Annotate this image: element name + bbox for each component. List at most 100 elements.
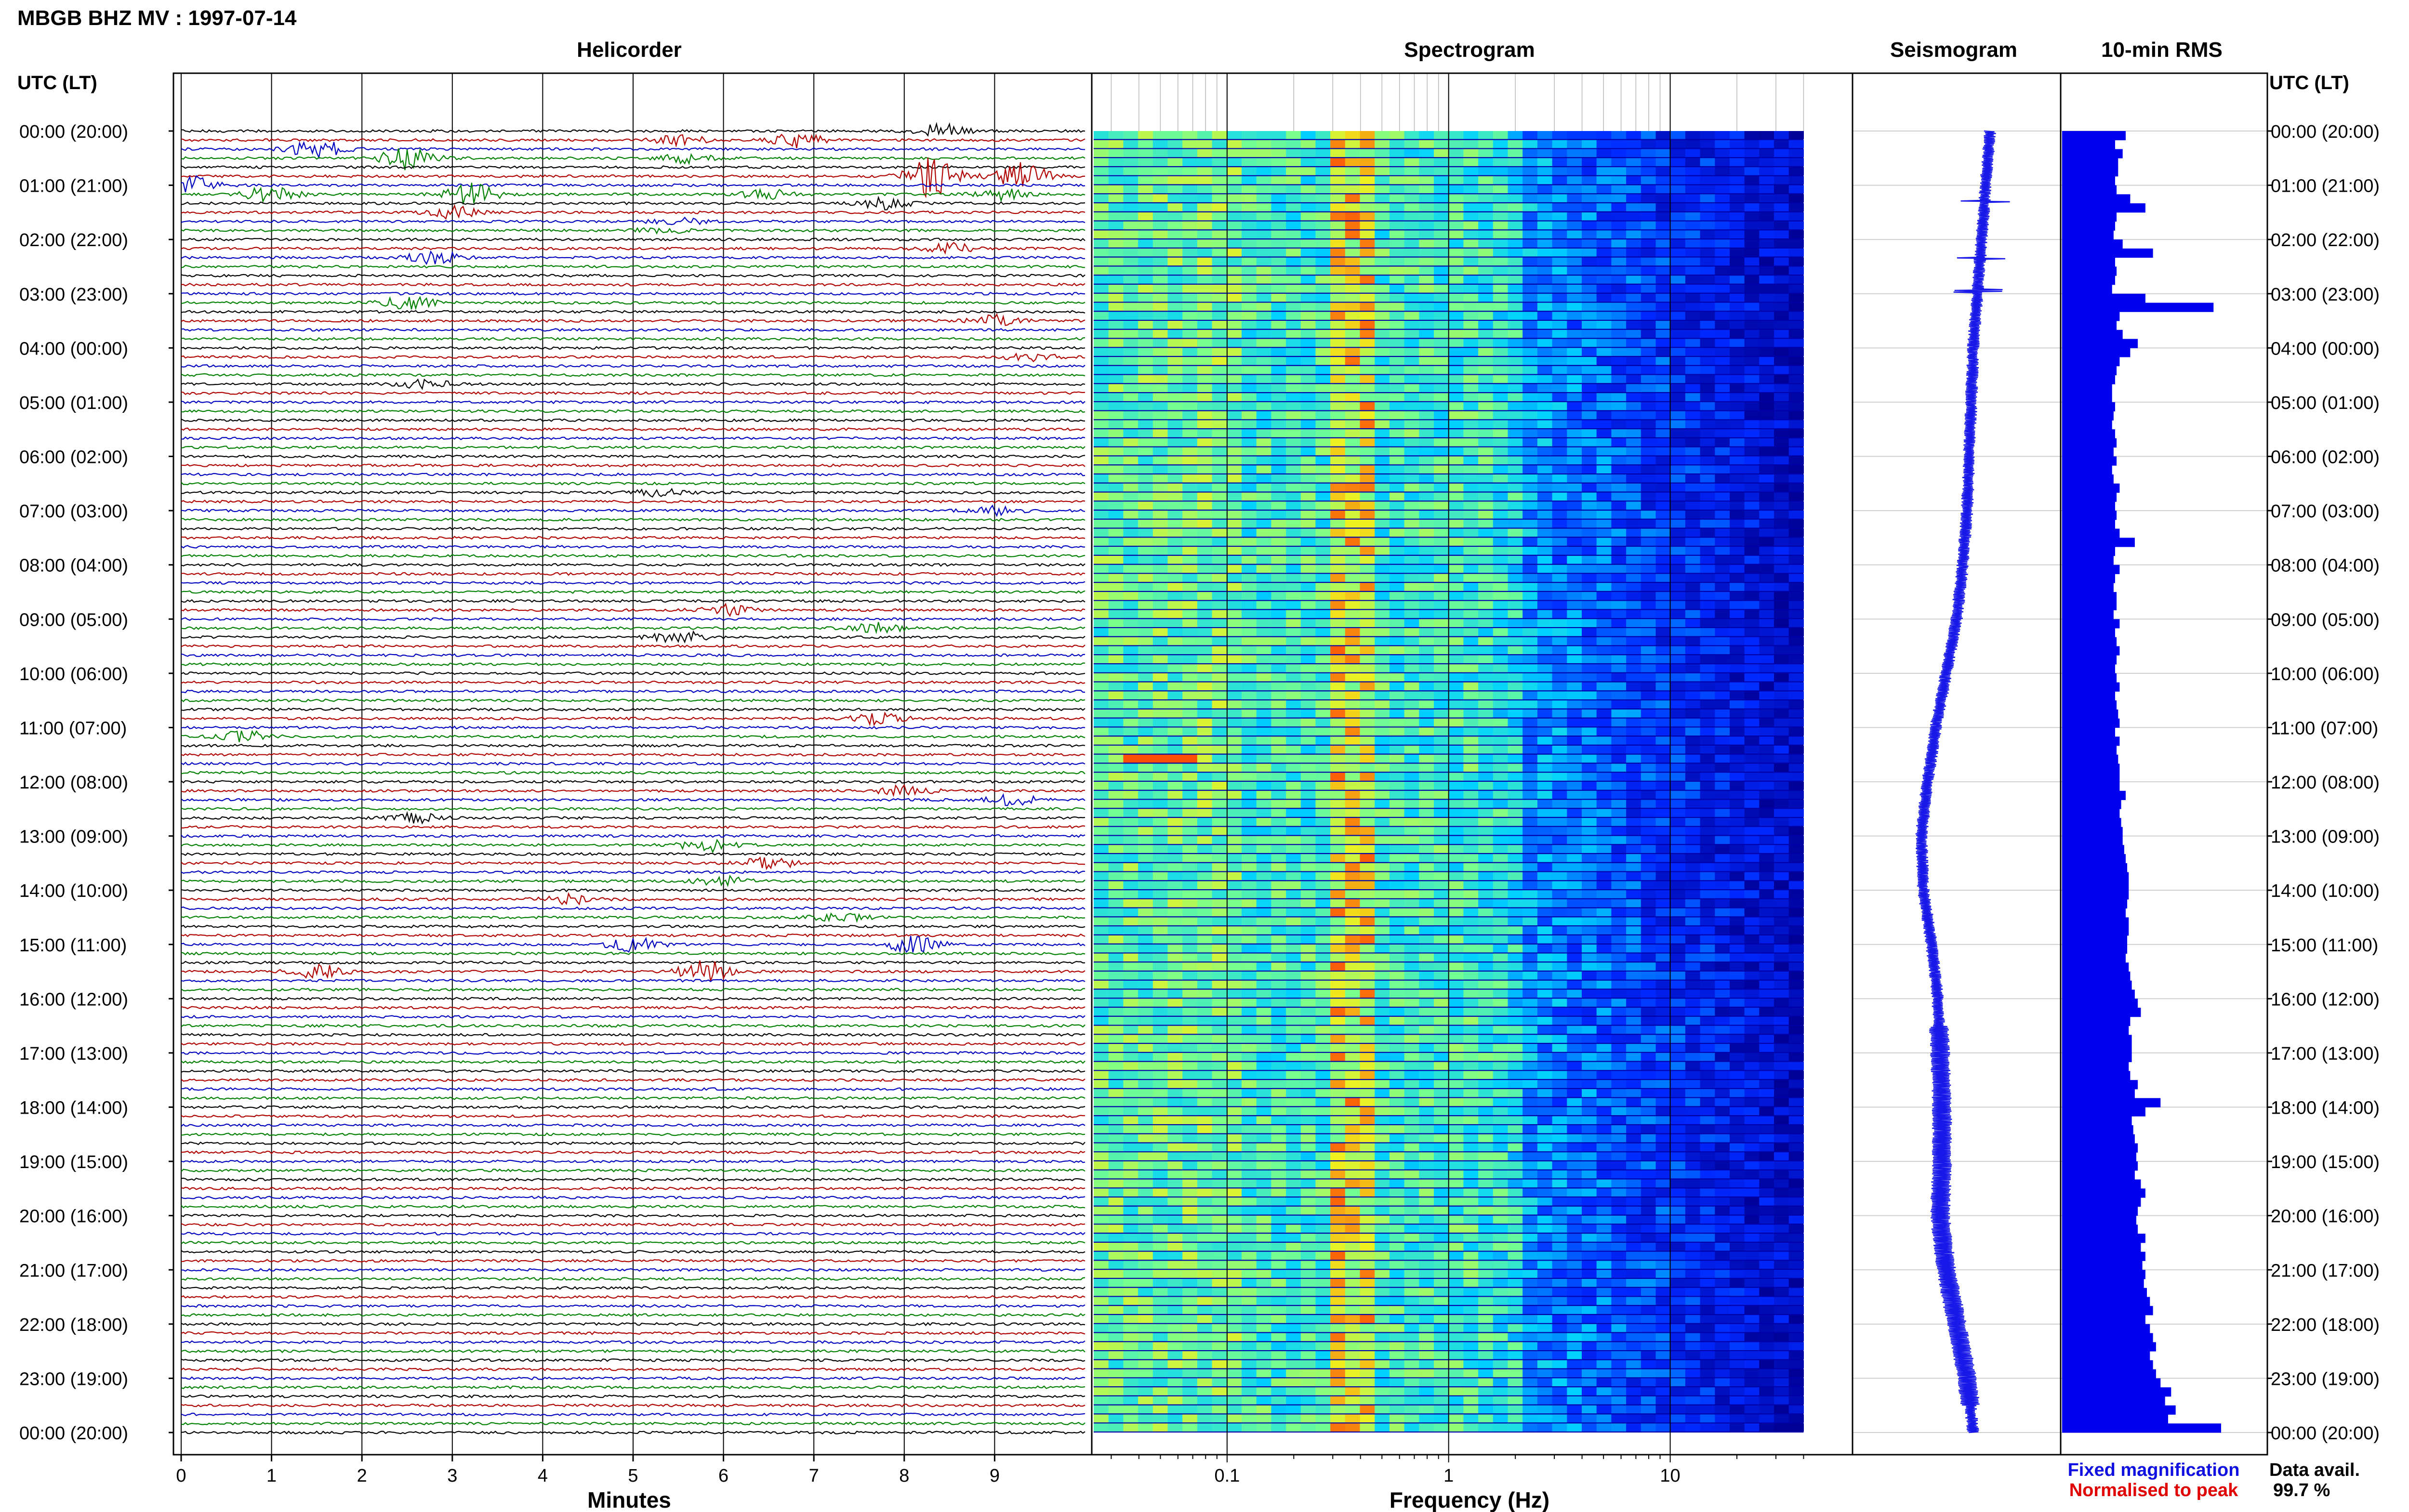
time-label-right: 19:00 (15:00): [2271, 1152, 2380, 1172]
fixed-magnification-label: Fixed magnification: [2068, 1460, 2240, 1480]
rms-bar: [2062, 465, 2112, 475]
time-label-right: 23:00 (19:00): [2271, 1369, 2380, 1389]
helicorder-trace: [181, 698, 1085, 703]
helicorder-trace: [181, 1132, 1085, 1136]
helicorder-trace: [181, 158, 1085, 198]
helicorder-trace: [181, 391, 1085, 395]
time-label-right: 10:00 (06:00): [2271, 664, 2380, 684]
helicorder-tick-label: 7: [809, 1466, 819, 1486]
helicorder-trace: [181, 622, 1085, 634]
rms-bar: [2062, 1080, 2138, 1090]
helicorder-trace: [181, 352, 1085, 363]
spectrogram-tick-label: 10: [1660, 1466, 1680, 1486]
helicorder-trace: [181, 1376, 1085, 1381]
helicorder-trace: [181, 1005, 1085, 1010]
rms-bar: [2062, 1306, 2153, 1315]
helicorder-trace: [181, 1051, 1085, 1055]
rms-bar: [2062, 637, 2117, 646]
time-label-left: 11:00 (07:00): [19, 718, 127, 738]
helicorder-trace: [181, 572, 1085, 576]
rms-bar: [2062, 321, 2117, 330]
helicorder-tick-label: 0: [176, 1466, 186, 1486]
helicorder-trace: [181, 346, 1085, 350]
rms-bar: [2062, 194, 2131, 204]
time-label-left: 00:00 (20:00): [19, 1423, 128, 1444]
time-label-left: 05:00 (01:00): [19, 393, 128, 413]
helicorder-trace: [181, 1331, 1085, 1335]
helicorder-trace: [181, 653, 1085, 657]
helicorder-trace: [181, 870, 1085, 874]
rms-bar: [2062, 483, 2120, 493]
helicorder-trace: [181, 463, 1085, 468]
helicorder-trace: [181, 1105, 1085, 1109]
rms-bar: [2062, 302, 2214, 312]
helicorder-trace: [181, 1412, 1085, 1417]
helicorder-trace: [181, 997, 1085, 1001]
rms-bar: [2062, 1324, 2150, 1333]
utc-label-left: UTC (LT): [17, 72, 97, 93]
seismogram-panel: [1853, 130, 2061, 1433]
time-label-left: 16:00 (12:00): [19, 989, 128, 1010]
helicorder-trace: [181, 504, 1085, 517]
helicorder-trace: [181, 175, 1085, 193]
rms-bar: [2062, 583, 2114, 592]
time-label-right: 09:00 (05:00): [2271, 610, 2380, 630]
rms-bar: [2062, 646, 2120, 656]
helicorder-trace: [181, 807, 1085, 811]
rms-bar: [2062, 890, 2129, 900]
rms-bar: [2062, 492, 2117, 502]
rms-bar: [2062, 691, 2115, 701]
rms-bar: [2062, 185, 2117, 195]
helicorder-trace: [181, 526, 1085, 531]
time-label-right: 17:00 (13:00): [2271, 1044, 2380, 1064]
time-label-right: 05:00 (01:00): [2271, 393, 2380, 413]
rms-bar: [2062, 1261, 2143, 1270]
rms-bar: [2062, 818, 2121, 828]
spectrogram-panel: [1094, 73, 1804, 1455]
helicorder-trace: [181, 227, 1085, 235]
rms-bar: [2062, 555, 2114, 565]
helicorder-trace: [181, 282, 1085, 287]
helicorder-trace: [181, 517, 1085, 522]
helicorder-trace: [181, 1123, 1085, 1128]
helicorder-trace: [181, 1060, 1085, 1064]
time-label-left: 14:00 (10:00): [19, 881, 128, 901]
helicorder-trace: [181, 1295, 1085, 1299]
helicorder-trace: [181, 436, 1085, 441]
rms-bar: [2062, 682, 2120, 692]
helicorder-trace: [181, 204, 1085, 220]
helicorder-trace: [181, 364, 1085, 368]
helicorder-trace: [181, 1177, 1085, 1182]
rms-bar: [2062, 999, 2138, 1008]
time-label-right: 13:00 (09:00): [2271, 827, 2380, 847]
time-label-right: 21:00 (17:00): [2271, 1261, 2380, 1281]
rms-bar: [2062, 980, 2132, 990]
rms-bar: [2062, 1251, 2145, 1261]
helicorder-tick-label: 8: [899, 1466, 909, 1486]
helicorder-trace: [181, 960, 1085, 965]
time-label-left: 06:00 (02:00): [19, 447, 128, 468]
spectrogram-tick-label: 1: [1443, 1466, 1454, 1486]
rms-bar: [2062, 519, 2115, 529]
rms-bar: [2062, 754, 2118, 764]
rms-bar: [2062, 375, 2115, 384]
helicorder-tick-label: 5: [628, 1466, 638, 1486]
rms-bar: [2062, 953, 2126, 963]
helicorder-trace: [181, 1014, 1085, 1019]
seismogram-title: Seismogram: [1890, 38, 2017, 62]
rms-bar: [2062, 1134, 2135, 1144]
helicorder-trace: [181, 337, 1085, 341]
rms-bar: [2062, 854, 2126, 864]
helicorder-trace: [181, 671, 1085, 675]
helicorder-trace: [181, 644, 1085, 648]
helicorder-trace: [181, 1268, 1085, 1272]
helicorder-trace: [181, 481, 1085, 486]
helicorder-trace: [181, 617, 1085, 621]
rms-bar: [2062, 411, 2114, 421]
helicorder-trace: [181, 378, 1085, 390]
helicorder-title: Helicorder: [577, 38, 682, 62]
rms-bar: [2062, 1215, 2136, 1225]
rms-bar: [2062, 763, 2120, 773]
rms-bar: [2062, 926, 2129, 936]
helicorder-trace: [181, 1430, 1085, 1435]
